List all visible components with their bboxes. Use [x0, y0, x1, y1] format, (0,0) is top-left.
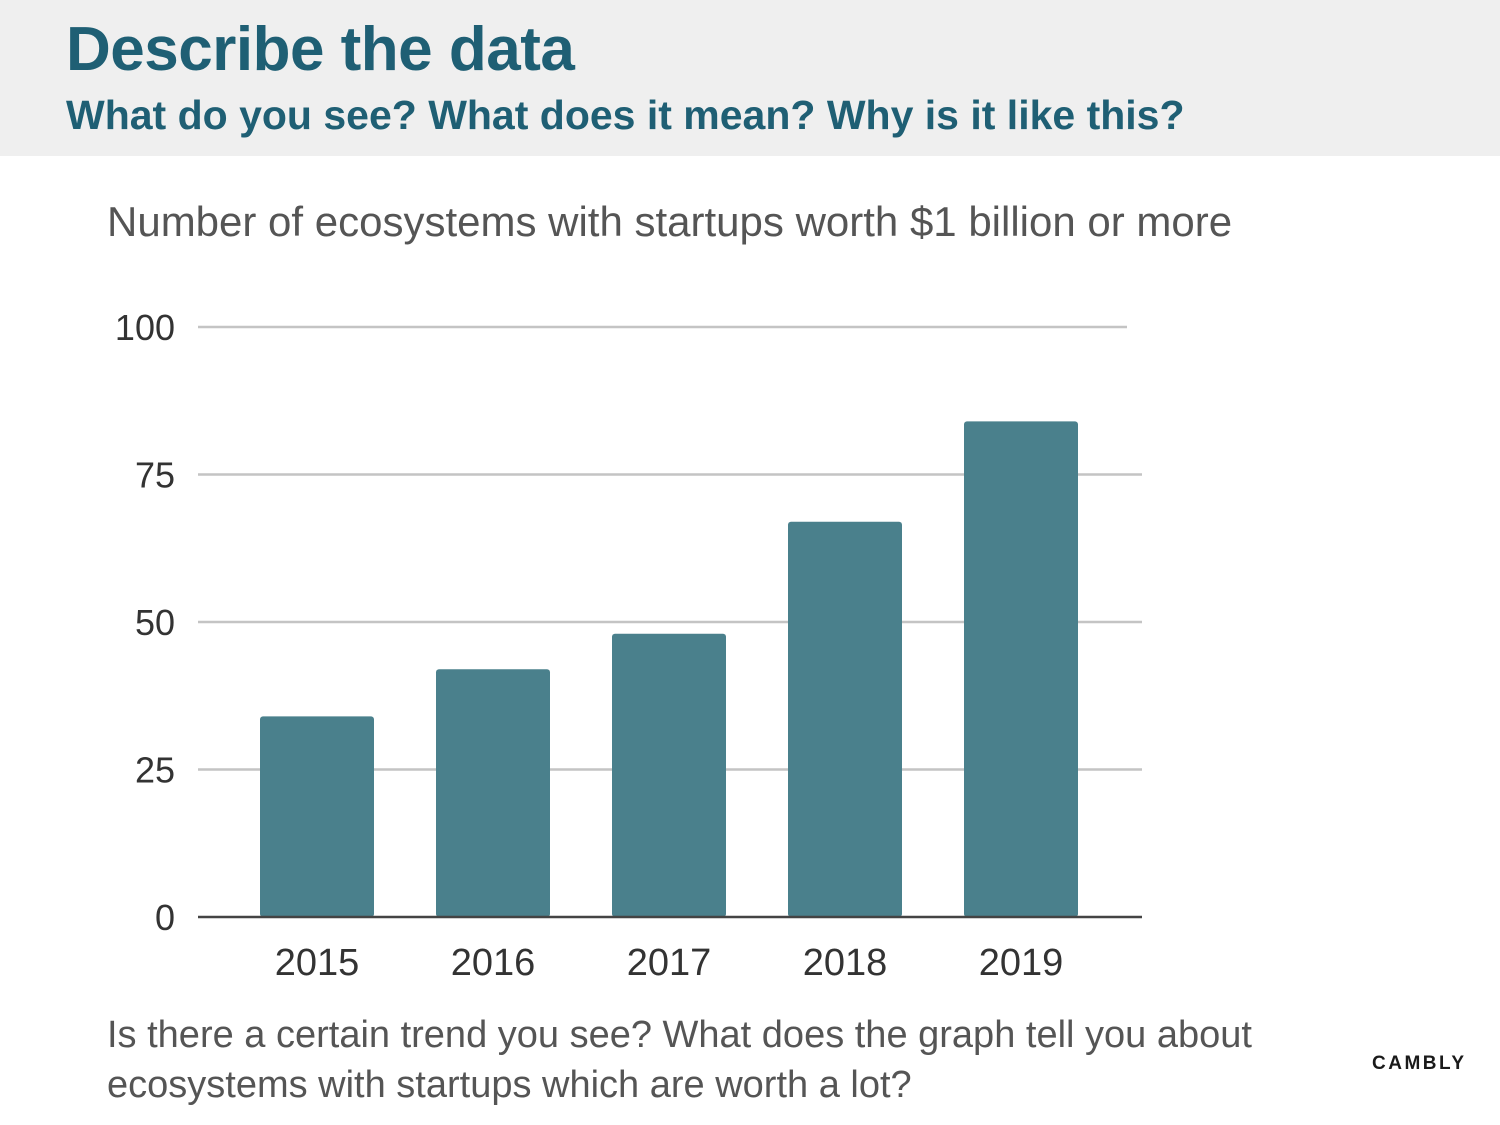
slide-title: Describe the data	[66, 15, 575, 84]
discussion-question: Is there a certain trend you see? What d…	[107, 1010, 1387, 1110]
x-tick-label-2015: 2015	[275, 942, 360, 984]
cambly-logo: CAMBLY	[1372, 1053, 1467, 1074]
bar-2018	[788, 521, 902, 917]
bar-2015	[260, 716, 374, 917]
chart-title: Number of ecosystems with startups worth…	[107, 198, 1233, 245]
x-tick-label-2018: 2018	[803, 942, 888, 984]
slide-subtitle: What do you see? What does it mean? Why …	[66, 92, 1185, 138]
y-tick-label-50: 50	[135, 602, 175, 643]
y-tick-label-25: 25	[135, 750, 175, 791]
y-tick-label-75: 75	[135, 455, 175, 496]
x-tick-label-2017: 2017	[627, 942, 712, 984]
question-line-2: ecosystems with startups which are worth…	[107, 1064, 912, 1106]
bar-2016	[436, 669, 550, 917]
bar-2017	[612, 633, 726, 917]
header-band	[0, 0, 1500, 156]
x-tick-label-2019: 2019	[979, 942, 1064, 984]
y-tick-label-0: 0	[155, 897, 175, 938]
bar-2019	[964, 421, 1078, 917]
x-tick-label-2016: 2016	[451, 942, 536, 984]
question-line-1: Is there a certain trend you see? What d…	[107, 1014, 1252, 1056]
y-tick-label-100: 100	[115, 307, 175, 348]
